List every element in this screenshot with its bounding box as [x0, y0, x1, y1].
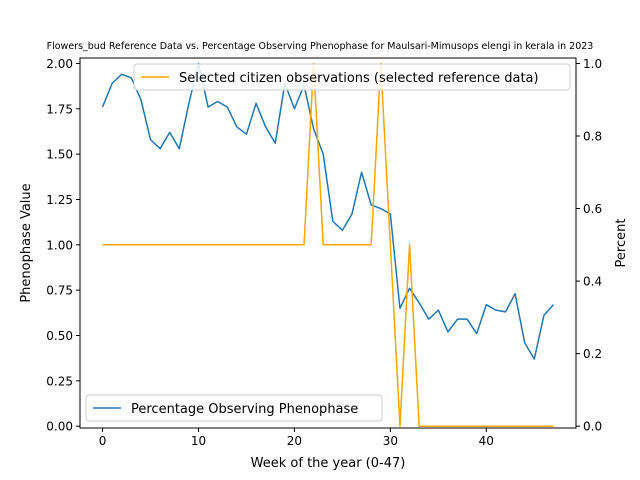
y-left-tick-label: 1.75: [46, 102, 73, 116]
x-tick-label: 30: [383, 434, 398, 448]
plot-lines: [101, 62, 555, 427]
legend-top-label: Selected citizen observations (selected …: [179, 71, 539, 86]
legend-bottom-label: Percentage Observing Phenophase: [131, 402, 358, 417]
y-left-tick-label: 2.00: [46, 57, 73, 71]
series-line-0: [101, 62, 555, 360]
x-axis-label: Week of the year (0-47): [251, 456, 406, 471]
y-right-axis-ticks: 0.0 0.2 0.4 0.6 0.8 1.0: [576, 57, 602, 434]
legend-top-box: [133, 63, 571, 91]
chart-title: Flowers_bud Reference Data vs. Percentag…: [47, 41, 594, 52]
y-left-axis-ticks: 0.00 0.25 0.50 0.75 1.00 1.25 1.50 1.75 2.00: [46, 57, 80, 434]
legend-bottom: Percentage Observing Phenophase: [85, 394, 383, 422]
x-tick-label: 0: [99, 434, 107, 448]
y-right-tick-label: 0.8: [583, 129, 602, 143]
y-right-tick-label: 0.2: [583, 347, 602, 361]
y-left-tick-label: 0.25: [46, 374, 73, 388]
legend-top: Selected citizen observations (selected …: [133, 63, 571, 91]
y-right-tick-label: 0.6: [583, 202, 602, 216]
y-right-tick-label: 0.4: [583, 275, 602, 289]
y-left-tick-label: 1.50: [46, 148, 73, 162]
x-tick-label: 10: [191, 434, 206, 448]
y-right-tick-label: 0.0: [583, 420, 602, 434]
plot-frame: [79, 57, 577, 429]
y-left-tick-label: 0.50: [46, 329, 73, 343]
x-tick-label: 20: [287, 434, 302, 448]
y-right-axis-label: Percent: [614, 219, 629, 268]
series-line-1: [102, 62, 554, 427]
x-tick-label: 40: [479, 434, 494, 448]
y-left-tick-label: 0.00: [46, 420, 73, 434]
y-left-axis-label: Phenophase Value: [19, 183, 34, 302]
y-left-tick-label: 0.75: [46, 284, 73, 298]
legend-bottom-box: [85, 394, 383, 422]
x-axis-ticks: 0 10 20 30 40: [99, 428, 494, 448]
y-left-tick-label: 1.25: [46, 193, 73, 207]
y-left-tick-label: 1.00: [46, 238, 73, 252]
y-right-tick-label: 1.0: [583, 57, 602, 71]
